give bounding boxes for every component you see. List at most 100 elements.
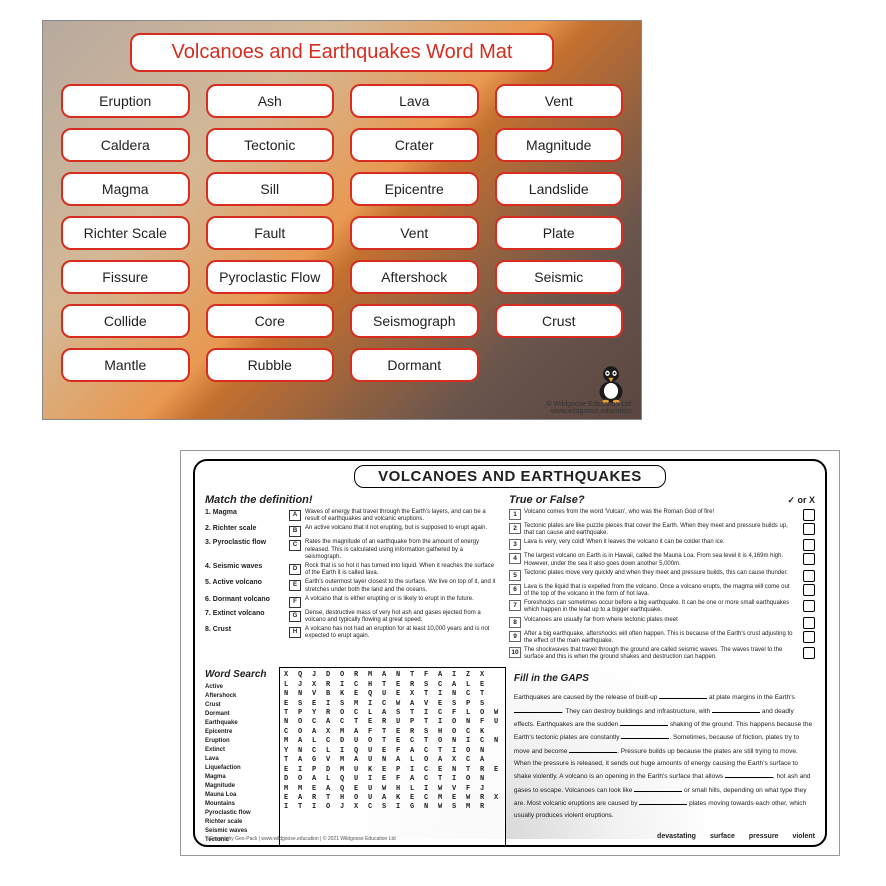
goose-mascot-icon	[593, 361, 629, 405]
tf-number: 5	[509, 570, 521, 581]
word-cell: Mantle	[61, 348, 190, 382]
tf-number: 10	[509, 647, 521, 658]
gap-blank[interactable]	[569, 745, 617, 753]
match-term: 8. Crust	[205, 626, 285, 633]
tf-checkbox[interactable]	[803, 647, 815, 659]
tf-number: 4	[509, 553, 521, 564]
match-definition: Waves of energy that travel through the …	[305, 509, 499, 523]
tf-statement: The shockwaves that travel through the g…	[524, 647, 796, 661]
match-definition: An active volcano that it not erupting, …	[305, 525, 499, 532]
match-definition: Rates the magnitude of an earthquake fro…	[305, 539, 499, 561]
word-cell: Magma	[61, 172, 190, 206]
match-section: Match the definition! 1. Magma A Waves o…	[205, 492, 499, 663]
bank-word: moving	[790, 845, 815, 847]
word-cell: Ash	[206, 84, 335, 118]
gap-blank[interactable]	[621, 731, 669, 739]
tf-checkbox[interactable]	[803, 617, 815, 629]
fill-gaps-section: Fill in the GAPS Earthquakes are caused …	[514, 667, 815, 847]
gap-blank[interactable]	[725, 770, 773, 778]
worksheet-card: VOLCANOES AND EARTHQUAKES Match the defi…	[180, 450, 840, 856]
ws-word: Eruption	[205, 737, 273, 746]
match-row: 8. Crust H A volcano has not had an erup…	[205, 626, 499, 640]
gap-blank[interactable]	[634, 784, 682, 792]
tf-checkbox[interactable]	[803, 523, 815, 535]
tf-number: 2	[509, 523, 521, 534]
word-cell: Tectonic	[206, 128, 335, 162]
tf-statement: Volcano comes from the word 'Vulcan', wh…	[524, 509, 796, 516]
gap-blank[interactable]	[514, 705, 562, 713]
tf-number: 1	[509, 509, 521, 520]
tf-checkbox[interactable]	[803, 509, 815, 521]
ws-word: Aftershock	[205, 692, 273, 701]
wordsearch-grid: X Q J D O R M A N T F A I Z X L J X R I …	[279, 667, 506, 847]
tf-checkbox[interactable]	[803, 553, 815, 565]
word-cell: Dormant	[350, 348, 479, 382]
word-cell: Fault	[206, 216, 335, 250]
tf-checkbox[interactable]	[803, 539, 815, 551]
tf-checkbox[interactable]	[803, 631, 815, 643]
match-row: 4. Seismic waves D Rock that is so hot i…	[205, 563, 499, 577]
match-letter: H	[289, 627, 301, 638]
word-cell: Aftershock	[350, 260, 479, 294]
tf-number: 7	[509, 600, 521, 611]
gap-blank[interactable]	[639, 797, 687, 805]
word-cell: Vent	[495, 84, 624, 118]
match-letter: B	[289, 526, 301, 537]
fill-gaps-heading: Fill in the GAPS	[514, 669, 815, 688]
tf-row: 9 After a big earthquake, aftershocks wi…	[509, 631, 815, 645]
tf-statement: Lava is the liquid that is expelled from…	[524, 584, 796, 598]
bank-word: mountains	[741, 845, 776, 847]
word-cell: Core	[206, 304, 335, 338]
tf-number: 3	[509, 539, 521, 550]
tf-statement: Lava is very, very cold! When it leaves …	[524, 539, 796, 546]
fill-gaps-text: Earthquakes are caused by the release of…	[514, 691, 815, 822]
match-heading: Match the definition!	[205, 494, 499, 506]
tf-checkbox[interactable]	[803, 600, 815, 612]
ws-word: Active	[205, 683, 273, 692]
ws-word: Lava	[205, 755, 273, 764]
tf-checkbox[interactable]	[803, 584, 815, 596]
worksheet-lower: Word Search ActiveAftershockCrustDormant…	[205, 667, 815, 847]
tf-statement: Tectonic plates move very quickly and wh…	[524, 570, 796, 577]
word-cell: Seismograph	[350, 304, 479, 338]
wordsearch-heading: Word Search	[205, 669, 273, 680]
gap-blank[interactable]	[712, 705, 760, 713]
worksheet-inner: VOLCANOES AND EARTHQUAKES Match the defi…	[193, 459, 827, 847]
tf-heading-text: True or False?	[509, 494, 585, 506]
ws-word: Mountains	[205, 800, 273, 809]
word-mat-card: Volcanoes and Earthquakes Word Mat Erupt…	[42, 20, 642, 420]
worksheet-title: VOLCANOES AND EARTHQUAKES	[354, 465, 666, 488]
tf-row: 2 Tectonic plates are like puzzle pieces…	[509, 523, 815, 537]
tf-section: True or False? ✓ or X 1 Volcano comes fr…	[509, 492, 815, 663]
gap-blank[interactable]	[620, 718, 668, 726]
match-term: 4. Seismic waves	[205, 563, 285, 570]
word-mat-grid: EruptionAshLavaVentCalderaTectonicCrater…	[61, 84, 623, 382]
word-cell: Crater	[350, 128, 479, 162]
bank-word: devastating	[657, 833, 696, 840]
word-bank: devastatingsurfacepressureviolenttectoni…	[514, 831, 815, 847]
match-letter: D	[289, 564, 301, 575]
tf-statement: After a big earthquake, aftershocks will…	[524, 631, 796, 645]
ws-word: Magnitude	[205, 782, 273, 791]
word-cell: Vent	[350, 216, 479, 250]
gap-blank[interactable]	[659, 691, 707, 699]
match-definition: Earth's outermost layer closest to the s…	[305, 579, 499, 593]
tf-row: 10 The shockwaves that travel through th…	[509, 647, 815, 661]
match-row: 7. Extinct volcano G Dense, destructive …	[205, 610, 499, 624]
tf-statement: Tectonic plates are like puzzle pieces t…	[524, 523, 796, 537]
bank-word: magma	[702, 845, 727, 847]
footer-url: www.wildgoose.education	[546, 408, 631, 415]
tf-row: 1 Volcano comes from the word 'Vulcan', …	[509, 509, 815, 521]
tf-row: 8 Volcanoes are usually far from where t…	[509, 617, 815, 629]
match-term: 7. Extinct volcano	[205, 610, 285, 617]
match-definition: A volcano that is either erupting or is …	[305, 596, 499, 603]
tf-checkbox[interactable]	[803, 570, 815, 582]
word-cell: Pyroclastic Flow	[206, 260, 335, 294]
ws-word: Crust	[205, 701, 273, 710]
bank-word: tectonic	[629, 845, 656, 847]
ws-word: Seismic waves	[205, 827, 273, 836]
bank-word: surface	[710, 833, 735, 840]
match-definition: A volcano has not had an eruption for at…	[305, 626, 499, 640]
word-mat-footer: © Wildgoose Education Ltd www.wildgoose.…	[546, 401, 631, 415]
match-letter: F	[289, 597, 301, 608]
